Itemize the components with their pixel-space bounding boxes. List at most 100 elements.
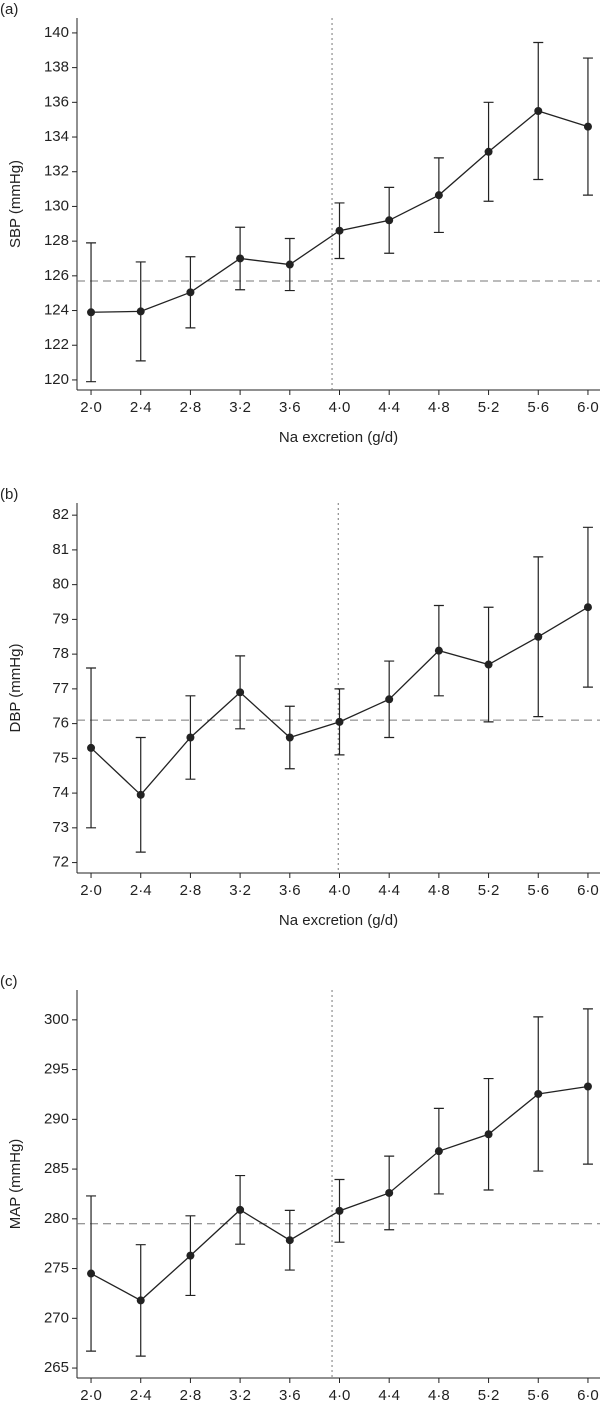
x-tick-label: 4·8 bbox=[428, 1387, 450, 1404]
panel-label: (c) bbox=[0, 973, 18, 990]
y-tick-label: 77 bbox=[52, 680, 69, 697]
data-point bbox=[136, 1296, 145, 1305]
y-tick-label: 265 bbox=[44, 1359, 69, 1376]
data-point bbox=[583, 1082, 592, 1091]
y-tick-label: 132 bbox=[44, 163, 69, 180]
data-point bbox=[236, 688, 245, 697]
data-point bbox=[335, 1206, 344, 1215]
data-point bbox=[136, 790, 145, 799]
x-tick-label: 4·4 bbox=[378, 399, 400, 416]
x-tick-label: 5·6 bbox=[527, 1387, 549, 1404]
y-tick-label: 136 bbox=[44, 93, 69, 110]
data-point bbox=[484, 147, 493, 156]
y-tick-label: 300 bbox=[44, 1011, 69, 1028]
x-tick-label: 2·0 bbox=[80, 1387, 102, 1404]
y-tick-label: 126 bbox=[44, 267, 69, 284]
data-point bbox=[534, 632, 543, 641]
x-tick-label: 5·2 bbox=[478, 399, 500, 416]
data-point bbox=[434, 646, 443, 655]
x-tick-label: 3·2 bbox=[229, 1387, 251, 1404]
x-tick-label: 4·4 bbox=[378, 1387, 400, 1404]
y-tick-label: 138 bbox=[44, 59, 69, 76]
y-tick-label: 285 bbox=[44, 1160, 69, 1177]
x-tick-label: 2·0 bbox=[80, 399, 102, 416]
data-point bbox=[335, 226, 344, 235]
x-axis-label: Na excretion (g/d) bbox=[279, 429, 398, 446]
y-tick-label: 120 bbox=[44, 371, 69, 388]
y-tick-label: 81 bbox=[52, 541, 69, 558]
x-tick-label: 5·2 bbox=[478, 882, 500, 899]
data-point bbox=[385, 1188, 394, 1197]
y-tick-label: 270 bbox=[44, 1309, 69, 1326]
y-axis-label: SBP (mmHg) bbox=[7, 160, 24, 248]
y-tick-label: 122 bbox=[44, 336, 69, 353]
y-tick-label: 76 bbox=[52, 715, 69, 732]
data-point bbox=[87, 1269, 96, 1278]
data-point bbox=[434, 1147, 443, 1156]
data-point bbox=[285, 260, 294, 269]
y-tick-label: 275 bbox=[44, 1260, 69, 1277]
data-point bbox=[87, 743, 96, 752]
y-axis-label: DBP (mmHg) bbox=[7, 644, 24, 733]
x-tick-label: 3·6 bbox=[279, 399, 301, 416]
x-axis-label: Na excretion (g/d) bbox=[279, 1417, 398, 1418]
data-point bbox=[236, 254, 245, 263]
data-point bbox=[335, 717, 344, 726]
y-tick-label: 290 bbox=[44, 1110, 69, 1127]
x-tick-label: 4·0 bbox=[329, 882, 351, 899]
y-tick-label: 82 bbox=[52, 506, 69, 523]
x-tick-label: 3·2 bbox=[229, 399, 251, 416]
y-tick-label: 124 bbox=[44, 302, 69, 319]
x-tick-label: 4·8 bbox=[428, 882, 450, 899]
y-tick-label: 75 bbox=[52, 749, 69, 766]
x-tick-label: 4·0 bbox=[329, 1387, 351, 1404]
x-tick-label: 3·6 bbox=[279, 1387, 301, 1404]
data-point bbox=[385, 216, 394, 225]
x-tick-label: 2·8 bbox=[180, 882, 202, 899]
data-point bbox=[136, 307, 145, 316]
x-tick-label: 2·8 bbox=[180, 1387, 202, 1404]
y-tick-label: 80 bbox=[52, 576, 69, 593]
data-point bbox=[385, 695, 394, 704]
x-tick-label: 5·6 bbox=[527, 399, 549, 416]
x-tick-label: 4·4 bbox=[378, 882, 400, 899]
data-point bbox=[236, 1205, 245, 1214]
y-tick-label: 128 bbox=[44, 232, 69, 249]
data-point bbox=[583, 603, 592, 612]
x-tick-label: 2·8 bbox=[180, 399, 202, 416]
data-point bbox=[484, 660, 493, 669]
x-tick-label: 3·6 bbox=[279, 882, 301, 899]
y-tick-label: 79 bbox=[52, 610, 69, 627]
x-tick-label: 5·6 bbox=[527, 882, 549, 899]
y-tick-label: 72 bbox=[52, 854, 69, 871]
data-point bbox=[583, 122, 592, 131]
data-point bbox=[285, 1236, 294, 1245]
data-point bbox=[534, 107, 543, 115]
data-point bbox=[186, 1251, 195, 1260]
x-tick-label: 5·2 bbox=[478, 1387, 500, 1404]
data-point bbox=[186, 733, 195, 742]
y-tick-label: 295 bbox=[44, 1061, 69, 1078]
y-axis-label: MAP (mmHg) bbox=[7, 1139, 24, 1230]
x-axis-label: Na excretion (g/d) bbox=[279, 912, 398, 929]
x-tick-label: 3·2 bbox=[229, 882, 251, 899]
x-tick-label: 4·8 bbox=[428, 399, 450, 416]
data-point bbox=[484, 1130, 493, 1139]
panel-label: (b) bbox=[0, 486, 18, 503]
panel-label: (a) bbox=[0, 1, 18, 18]
x-tick-label: 6·0 bbox=[577, 1387, 599, 1404]
y-tick-label: 134 bbox=[44, 128, 69, 145]
x-tick-label: 6·0 bbox=[577, 399, 599, 416]
x-tick-label: 2·4 bbox=[130, 882, 152, 899]
x-tick-label: 6·0 bbox=[577, 882, 599, 899]
data-point bbox=[534, 1089, 543, 1098]
x-tick-label: 2·4 bbox=[130, 1387, 152, 1404]
y-tick-label: 140 bbox=[44, 24, 69, 41]
x-tick-label: 4·0 bbox=[329, 399, 351, 416]
y-tick-label: 130 bbox=[44, 197, 69, 214]
y-tick-label: 78 bbox=[52, 645, 69, 662]
x-tick-label: 2·4 bbox=[130, 399, 152, 416]
data-point bbox=[434, 191, 443, 200]
